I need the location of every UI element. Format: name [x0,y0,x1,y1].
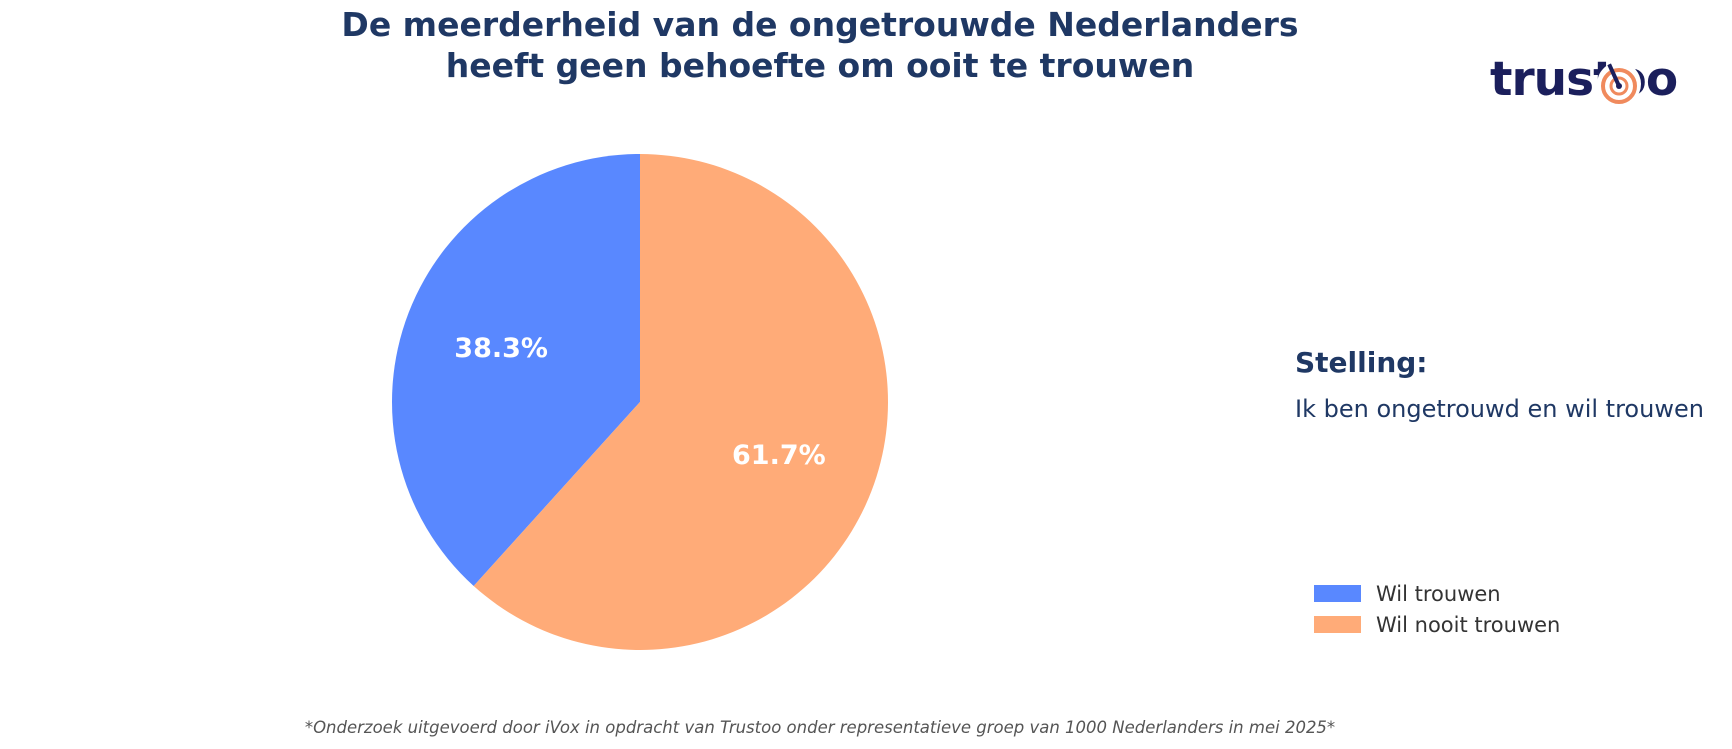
legend: Wil trouwen Wil nooit trouwen [1314,578,1560,640]
legend-item-wil-trouwen: Wil trouwen [1314,578,1560,609]
target-icon [1597,62,1641,106]
slice-label-wil-nooit-trouwen: 61.7% [732,440,826,471]
logo-text: trustoo [1490,52,1678,107]
legend-swatch-wil-nooit-trouwen [1314,616,1361,633]
footnote: *Onderzoek uitgevoerd door iVox in opdra… [304,718,1336,737]
statement-text: Ik ben ongetrouwd en wil trouwen [1295,395,1704,423]
chart-title-line-2: heeft geen behoefte om ooit te trouwen [445,46,1195,85]
slice-label-wil-trouwen: 38.3% [454,333,548,364]
chart-title-line-1: De meerderheid van de ongetrouwde Nederl… [341,5,1299,44]
legend-label-wil-trouwen: Wil trouwen [1376,581,1501,606]
pie-slice-wil-trouwen [391,154,640,586]
statement-heading: Stelling: [1295,346,1428,379]
legend-label-wil-nooit-trouwen: Wil nooit trouwen [1376,612,1561,637]
legend-item-wil-nooit-trouwen: Wil nooit trouwen [1314,609,1560,640]
pie-slice-wil-nooit-trouwen [473,154,888,651]
trustoo-logo: trustoo [1490,52,1678,108]
legend-swatch-wil-trouwen [1314,585,1361,602]
chart-title: De meerderheid van de ongetrouwde Nederl… [0,4,1640,86]
